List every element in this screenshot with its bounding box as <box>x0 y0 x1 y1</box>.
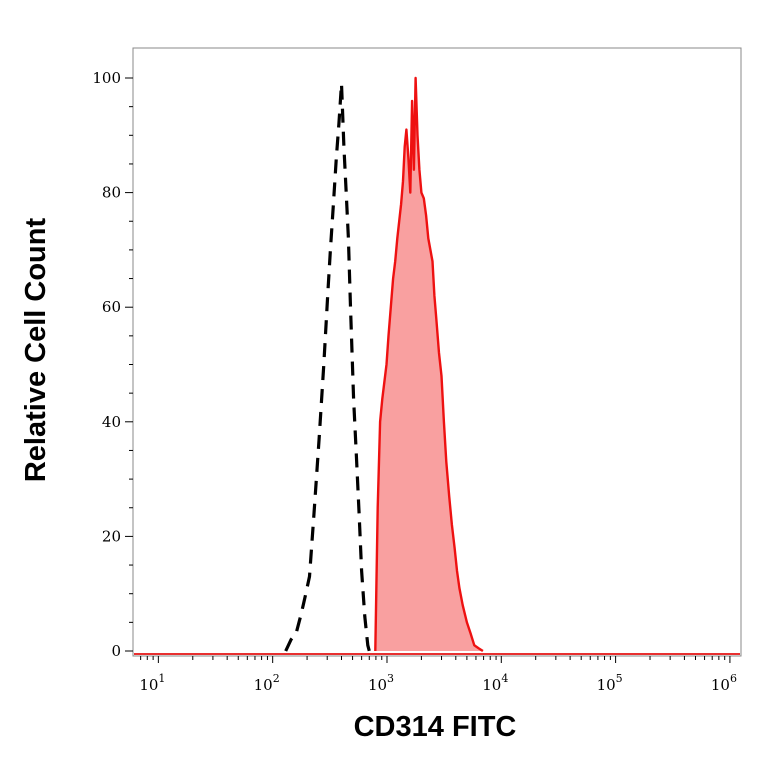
y-tick-label: 0 <box>111 642 121 660</box>
y-axis-title: Relative Cell Count <box>20 218 52 483</box>
series-0-line <box>284 82 371 652</box>
x-tick-label: 106 <box>711 672 737 694</box>
x-axis-title: CD314 FITC <box>354 711 517 743</box>
y-tick-label: 100 <box>92 69 121 87</box>
plot-frame <box>132 47 742 657</box>
x-tick-label: 102 <box>254 672 280 694</box>
x-tick-exponent: 1 <box>158 672 165 685</box>
x-tick-exponent: 3 <box>387 672 394 685</box>
y-tick-label: 40 <box>102 413 121 431</box>
x-tick-exponent: 6 <box>730 672 737 685</box>
x-tick-exponent: 4 <box>501 672 508 685</box>
x-tick-label: 104 <box>482 672 508 694</box>
x-tick-label: 103 <box>368 672 394 694</box>
x-tick-label: 101 <box>139 672 165 694</box>
series-1-area <box>375 78 483 651</box>
x-axis: 101 102 103 104 105 106 <box>139 656 737 694</box>
series-1-line <box>374 76 484 653</box>
y-tick-label: 60 <box>102 298 121 316</box>
series-layer <box>134 76 740 655</box>
y-axis: 0 20 40 60 80 100 <box>92 69 133 660</box>
x-tick-exponent: 2 <box>273 672 280 685</box>
y-tick-label: 20 <box>102 527 121 545</box>
x-tick-exponent: 5 <box>616 672 623 685</box>
x-tick-label: 105 <box>597 672 623 694</box>
y-tick-label: 80 <box>102 184 121 202</box>
